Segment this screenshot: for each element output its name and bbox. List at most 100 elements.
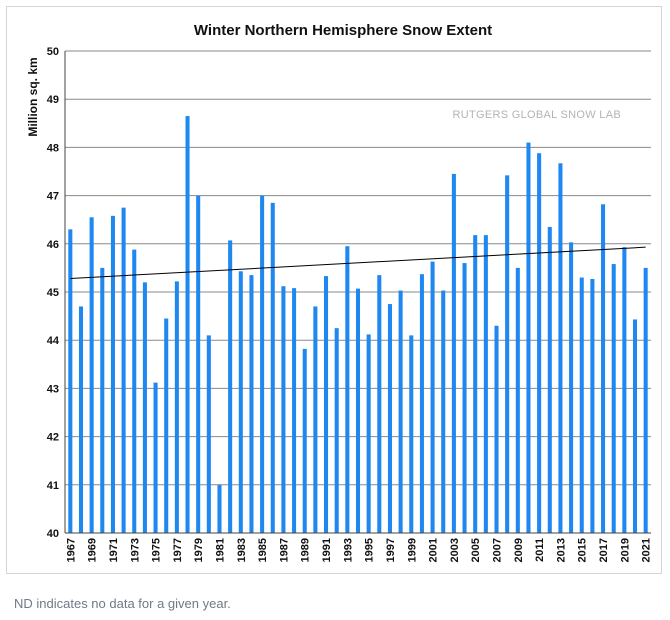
chart-frame: Winter Northern Hemisphere Snow Extent M… [6, 6, 662, 574]
bar-1999 [409, 335, 414, 533]
bar-1969 [89, 217, 94, 534]
x-tick-label: 2007 [492, 538, 504, 562]
bar-2016 [590, 278, 595, 533]
x-tick-label: 1987 [278, 538, 290, 562]
y-tick-label: 50 [47, 46, 59, 58]
bar-1980 [206, 335, 211, 533]
x-tick-label: 1971 [108, 538, 120, 562]
x-tick-label: 2015 [577, 538, 589, 562]
bar-2009 [515, 267, 520, 533]
y-tick-label: 48 [47, 142, 59, 154]
bar-1972 [121, 207, 126, 533]
x-tick-label: 1985 [257, 538, 269, 562]
bar-2012 [547, 226, 552, 533]
x-tick-label: 2021 [641, 538, 653, 562]
x-tick-label: 2009 [513, 538, 525, 562]
trend-line [70, 246, 646, 280]
bar-1974 [142, 282, 147, 533]
watermark: RUTGERS GLOBAL SNOW LAB [453, 109, 621, 121]
x-tick-label: 2017 [598, 538, 610, 562]
bar-2011 [537, 153, 542, 533]
x-tick-label: 1989 [300, 538, 312, 562]
bar-1988 [292, 288, 297, 533]
x-tick-label: 1997 [385, 538, 397, 562]
bar-1994 [355, 288, 361, 533]
bar-1981 [217, 484, 222, 533]
bar-1984 [249, 275, 254, 533]
bar-2019 [622, 247, 627, 533]
bar-1998 [398, 290, 403, 533]
x-tick-label: 1969 [87, 538, 99, 562]
bar-2020 [632, 319, 638, 533]
bar-1992 [334, 328, 339, 533]
bar-2010 [526, 142, 531, 533]
footnote: ND indicates no data for a given year. [14, 596, 231, 611]
x-tick-label: 1979 [193, 538, 205, 562]
y-tick-label: 42 [47, 432, 59, 444]
bar-1971 [110, 215, 115, 533]
x-tick-label: 1995 [364, 538, 376, 562]
bar-1983 [238, 271, 243, 533]
snow-extent-chart: Winter Northern Hemisphere Snow Extent M… [26, 22, 653, 562]
bar-1987 [281, 286, 286, 533]
y-tick-label: 49 [47, 94, 59, 106]
bar-1975 [153, 382, 158, 533]
y-tick-label: 43 [47, 383, 59, 395]
y-tick-label: 46 [47, 239, 59, 251]
bar-2004 [462, 263, 467, 533]
bar-2000 [419, 274, 424, 533]
x-tick-label: 1991 [321, 538, 333, 562]
x-tick-label: 1977 [172, 538, 184, 562]
bar-1967 [68, 229, 73, 533]
bar-2001 [430, 261, 435, 533]
x-tick-label: 1967 [65, 538, 77, 562]
bar-2013 [558, 163, 563, 533]
x-tick-label: 1975 [151, 538, 163, 562]
bar-1976 [164, 318, 169, 533]
bar-1982 [228, 240, 233, 533]
bar-1985 [260, 195, 265, 533]
x-tick-label: 2003 [449, 538, 461, 562]
bar-1997 [387, 304, 392, 533]
bar-2006 [483, 235, 488, 533]
bar-1986 [270, 202, 275, 533]
bar-1991 [324, 276, 329, 533]
x-tick-label: 1993 [342, 538, 354, 562]
bar-2017 [601, 204, 606, 533]
x-tick-label: 1983 [236, 538, 248, 562]
bar-1993 [345, 246, 350, 533]
y-tick-label: 41 [47, 480, 59, 492]
x-tick-label: 2011 [534, 538, 546, 562]
bar-2002 [441, 290, 446, 533]
bar-1970 [100, 267, 105, 533]
bar-1995 [366, 334, 371, 533]
x-tick-label: 2005 [470, 538, 482, 562]
bar-2008 [505, 175, 510, 533]
chart-title: Winter Northern Hemisphere Snow Extent [194, 22, 492, 39]
y-tick-label: 47 [47, 191, 59, 203]
bar-1977 [174, 281, 179, 533]
bar-1973 [132, 249, 137, 534]
bar-2014 [569, 242, 574, 533]
bar-1978 [185, 116, 190, 533]
x-tick-label: 2019 [619, 538, 631, 562]
x-tick-label: 1999 [406, 538, 418, 562]
bar-2015 [579, 277, 584, 533]
x-tick-label: 1973 [129, 538, 141, 562]
x-tick-label: 2013 [555, 538, 567, 562]
bar-1989 [302, 348, 307, 533]
bar-1979 [196, 195, 201, 533]
x-tick-label: 2001 [428, 538, 440, 562]
bar-2005 [473, 235, 478, 533]
y-tick-label: 44 [47, 335, 60, 347]
y-tick-label: 40 [47, 528, 59, 540]
bar-1996 [377, 275, 382, 533]
bar-1968 [78, 306, 84, 533]
y-tick-label: 45 [47, 287, 59, 299]
x-tick-label: 1981 [214, 538, 226, 562]
bar-2021 [643, 267, 648, 533]
bar-2018 [611, 264, 616, 533]
bar-2007 [494, 325, 499, 533]
bar-1990 [313, 306, 318, 533]
y-axis-label: Million sq. km [26, 57, 40, 136]
